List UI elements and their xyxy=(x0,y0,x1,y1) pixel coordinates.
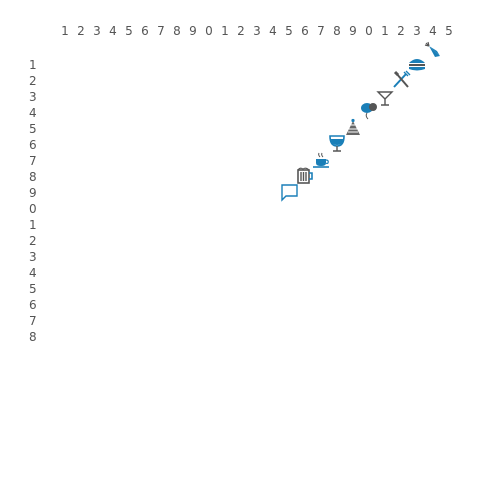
column-label: 0 xyxy=(365,24,373,38)
coffee-cup-icon[interactable] xyxy=(311,151,331,171)
wine-glass-icon[interactable] xyxy=(327,134,347,154)
column-label: 1 xyxy=(61,24,69,38)
column-label: 9 xyxy=(349,24,357,38)
column-label: 5 xyxy=(125,24,133,38)
column-label: 9 xyxy=(189,24,197,38)
party-hat-icon[interactable] xyxy=(343,118,363,138)
column-label: 3 xyxy=(93,24,101,38)
row-label: 4 xyxy=(29,106,37,120)
column-label: 2 xyxy=(397,24,405,38)
column-label: 5 xyxy=(285,24,293,38)
column-label: 8 xyxy=(173,24,181,38)
column-label: 3 xyxy=(413,24,421,38)
column-label: 0 xyxy=(205,24,213,38)
row-label: 1 xyxy=(29,58,37,72)
carrot-icon[interactable] xyxy=(423,40,443,60)
fork-knife-icon[interactable] xyxy=(391,70,411,90)
column-label: 2 xyxy=(77,24,85,38)
row-label: 1 xyxy=(29,218,37,232)
column-label: 3 xyxy=(253,24,261,38)
row-label: 8 xyxy=(29,170,37,184)
row-label: 0 xyxy=(29,202,37,216)
column-label: 6 xyxy=(301,24,309,38)
column-label: 6 xyxy=(141,24,149,38)
row-label: 5 xyxy=(29,122,37,136)
row-label: 6 xyxy=(29,138,37,152)
martini-glass-icon[interactable] xyxy=(375,88,395,108)
column-label: 7 xyxy=(317,24,325,38)
row-label: 6 xyxy=(29,298,37,312)
beer-mug-icon[interactable] xyxy=(295,166,315,186)
column-label: 1 xyxy=(381,24,389,38)
row-label: 9 xyxy=(29,186,37,200)
row-label: 4 xyxy=(29,266,37,280)
chat-bubble-icon[interactable] xyxy=(280,183,300,203)
column-label: 5 xyxy=(445,24,453,38)
row-label: 2 xyxy=(29,74,37,88)
row-label: 7 xyxy=(29,314,37,328)
row-label: 2 xyxy=(29,234,37,248)
balloons-icon[interactable] xyxy=(359,100,379,120)
row-label: 3 xyxy=(29,90,37,104)
column-label: 4 xyxy=(109,24,117,38)
column-label: 4 xyxy=(429,24,437,38)
hamburger-icon[interactable] xyxy=(407,54,427,74)
row-label: 7 xyxy=(29,154,37,168)
column-label: 1 xyxy=(221,24,229,38)
row-label: 5 xyxy=(29,282,37,296)
column-label: 4 xyxy=(269,24,277,38)
row-label: 8 xyxy=(29,330,37,344)
column-label: 7 xyxy=(157,24,165,38)
column-label: 8 xyxy=(333,24,341,38)
column-label: 2 xyxy=(237,24,245,38)
row-label: 3 xyxy=(29,250,37,264)
